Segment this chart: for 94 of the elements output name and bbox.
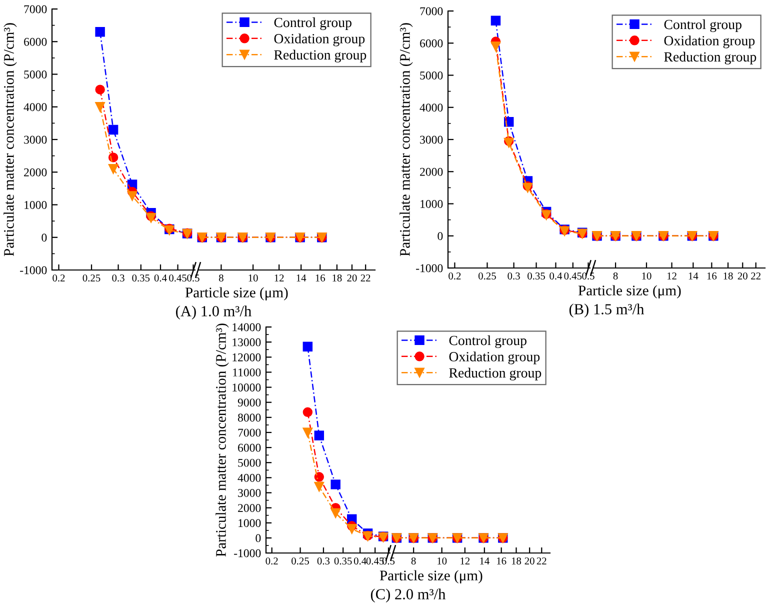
- y-tick-label: -1000: [234, 549, 261, 558]
- x-tick-label: 0.35: [528, 272, 545, 280]
- x-tick-label: 0.3: [508, 272, 520, 280]
- x-tick-label: 14: [688, 272, 698, 280]
- legend-label: Control group: [664, 19, 742, 32]
- x-tick-label: 18: [332, 274, 342, 282]
- x-tick-label: 18: [512, 557, 522, 564]
- x-tick-label: 8: [411, 557, 416, 564]
- x-tick-label: 0.2: [52, 274, 65, 282]
- x-tick-label: 16: [497, 557, 506, 564]
- x-tick-label: 0.45: [169, 274, 186, 282]
- text: (B) 1.5 m³/h: [569, 304, 644, 318]
- legend-label: Reduction group: [664, 52, 756, 64]
- x-tick-label: 0.2: [448, 272, 461, 280]
- x-tick-label: 0.4: [154, 274, 167, 282]
- x-tick-label: 0.4: [550, 272, 562, 280]
- x-tick-label: 14: [296, 274, 306, 282]
- x-tick-label: 0.45: [564, 272, 582, 280]
- y-tick-label: 10000: [232, 384, 261, 392]
- y-tick-label: 5000: [420, 71, 443, 80]
- x-tick-label: 10: [642, 272, 652, 280]
- y-tick-label: 11000: [233, 368, 261, 376]
- x-tick-label: 0.3: [112, 274, 124, 282]
- legend-label: Reduction group: [274, 50, 366, 62]
- y-tick-label: 6000: [420, 39, 443, 48]
- y-tick-label: 0: [438, 232, 443, 240]
- x-tick-label: 22: [751, 272, 760, 280]
- y-tick-label: 3000: [24, 136, 47, 144]
- legend-label: Oxidation group: [274, 34, 365, 46]
- legend-label: Oxidation group: [449, 352, 540, 364]
- y-tick-label: 12000: [232, 353, 261, 362]
- y-axis-title: Particulate matter concentration (P/cm³): [4, 23, 17, 256]
- legend-label: Reduction group: [449, 368, 542, 380]
- x-tick-label: 20: [524, 557, 534, 564]
- y-tick-label: 9000: [238, 398, 261, 407]
- y-axis-title: Particulate matter concentration (P/cm³): [400, 23, 413, 256]
- y-tick-label: 4000: [238, 474, 261, 482]
- legend-label: Control group: [274, 17, 352, 30]
- x-tick-label: 22: [360, 274, 370, 282]
- legend-label: Oxidation group: [664, 36, 755, 48]
- x-tick-label: 0.25: [82, 274, 100, 282]
- y-tick-label: 14000: [232, 323, 261, 332]
- x-tick-label: 0.25: [292, 557, 309, 565]
- x-tick-label: 8: [218, 274, 224, 282]
- y-tick-label: 3000: [238, 488, 261, 497]
- x-tick-label: 8: [613, 272, 618, 280]
- x-tick-label: 16: [707, 272, 717, 280]
- y-tick-label: 0: [42, 234, 47, 242]
- y-tick-label: 0: [256, 534, 261, 542]
- x-tick-label: 14: [480, 558, 490, 564]
- y-tick-label: 6000: [238, 444, 261, 452]
- y-tick-label: 1000: [238, 519, 261, 528]
- y-tick-label: -1000: [20, 266, 47, 274]
- x-tick-label: 20: [347, 274, 357, 282]
- text: (A) 1.0 m³/h: [176, 306, 252, 320]
- y-tick-label: 7000: [24, 5, 47, 14]
- y-tick-label: 5000: [24, 70, 47, 78]
- y-tick-label: 5000: [238, 458, 261, 467]
- x-axis-title: Particle size (μm): [578, 285, 681, 298]
- y-tick-label: 7000: [420, 7, 443, 16]
- y-tick-label: 1000: [420, 200, 443, 208]
- y-tick-label: 2000: [238, 504, 261, 512]
- x-tick-label: 0.3: [317, 557, 330, 565]
- y-tick-label: 6000: [24, 38, 47, 46]
- x-tick-label: 12: [667, 272, 676, 280]
- y-tick-label: 2000: [24, 168, 47, 176]
- x-tick-label: 18: [724, 272, 733, 280]
- x-tick-label: 16: [316, 274, 326, 282]
- x-tick-label: 10: [438, 557, 447, 564]
- y-tick-label: -1000: [416, 264, 443, 272]
- x-tick-label: 0.35: [334, 557, 352, 565]
- text: (C) 2.0 m³/h: [370, 588, 446, 602]
- x-tick-label: 12: [460, 557, 470, 564]
- x-axis-title: Particle size (μm): [380, 570, 482, 584]
- y-tick-label: 2000: [420, 168, 443, 176]
- x-tick-label: 0.25: [478, 272, 496, 280]
- x-tick-label: 0.4: [354, 557, 366, 565]
- x-axis-title: Particle size (μm): [185, 287, 288, 300]
- x-tick-label: 12: [274, 274, 284, 282]
- y-axis-title: Particulate matter concentration (P/cm³): [216, 324, 229, 557]
- y-tick-label: 4000: [420, 104, 443, 112]
- legend-label: Control group: [449, 335, 526, 348]
- x-tick-label: 0.2: [266, 557, 278, 565]
- x-tick-label: 20: [738, 272, 748, 280]
- y-tick-label: 3000: [420, 136, 443, 144]
- x-tick-label: 22: [536, 557, 546, 564]
- y-tick-label: 1000: [24, 200, 47, 209]
- y-tick-label: 4000: [24, 103, 47, 112]
- y-tick-label: 13000: [232, 338, 261, 346]
- x-tick-label: 0.35: [132, 274, 150, 282]
- y-tick-label: 8000: [238, 414, 261, 422]
- y-tick-label: 7000: [238, 428, 261, 437]
- x-tick-label: 10: [248, 274, 258, 282]
- x-tick-label: 0.45: [366, 557, 384, 565]
